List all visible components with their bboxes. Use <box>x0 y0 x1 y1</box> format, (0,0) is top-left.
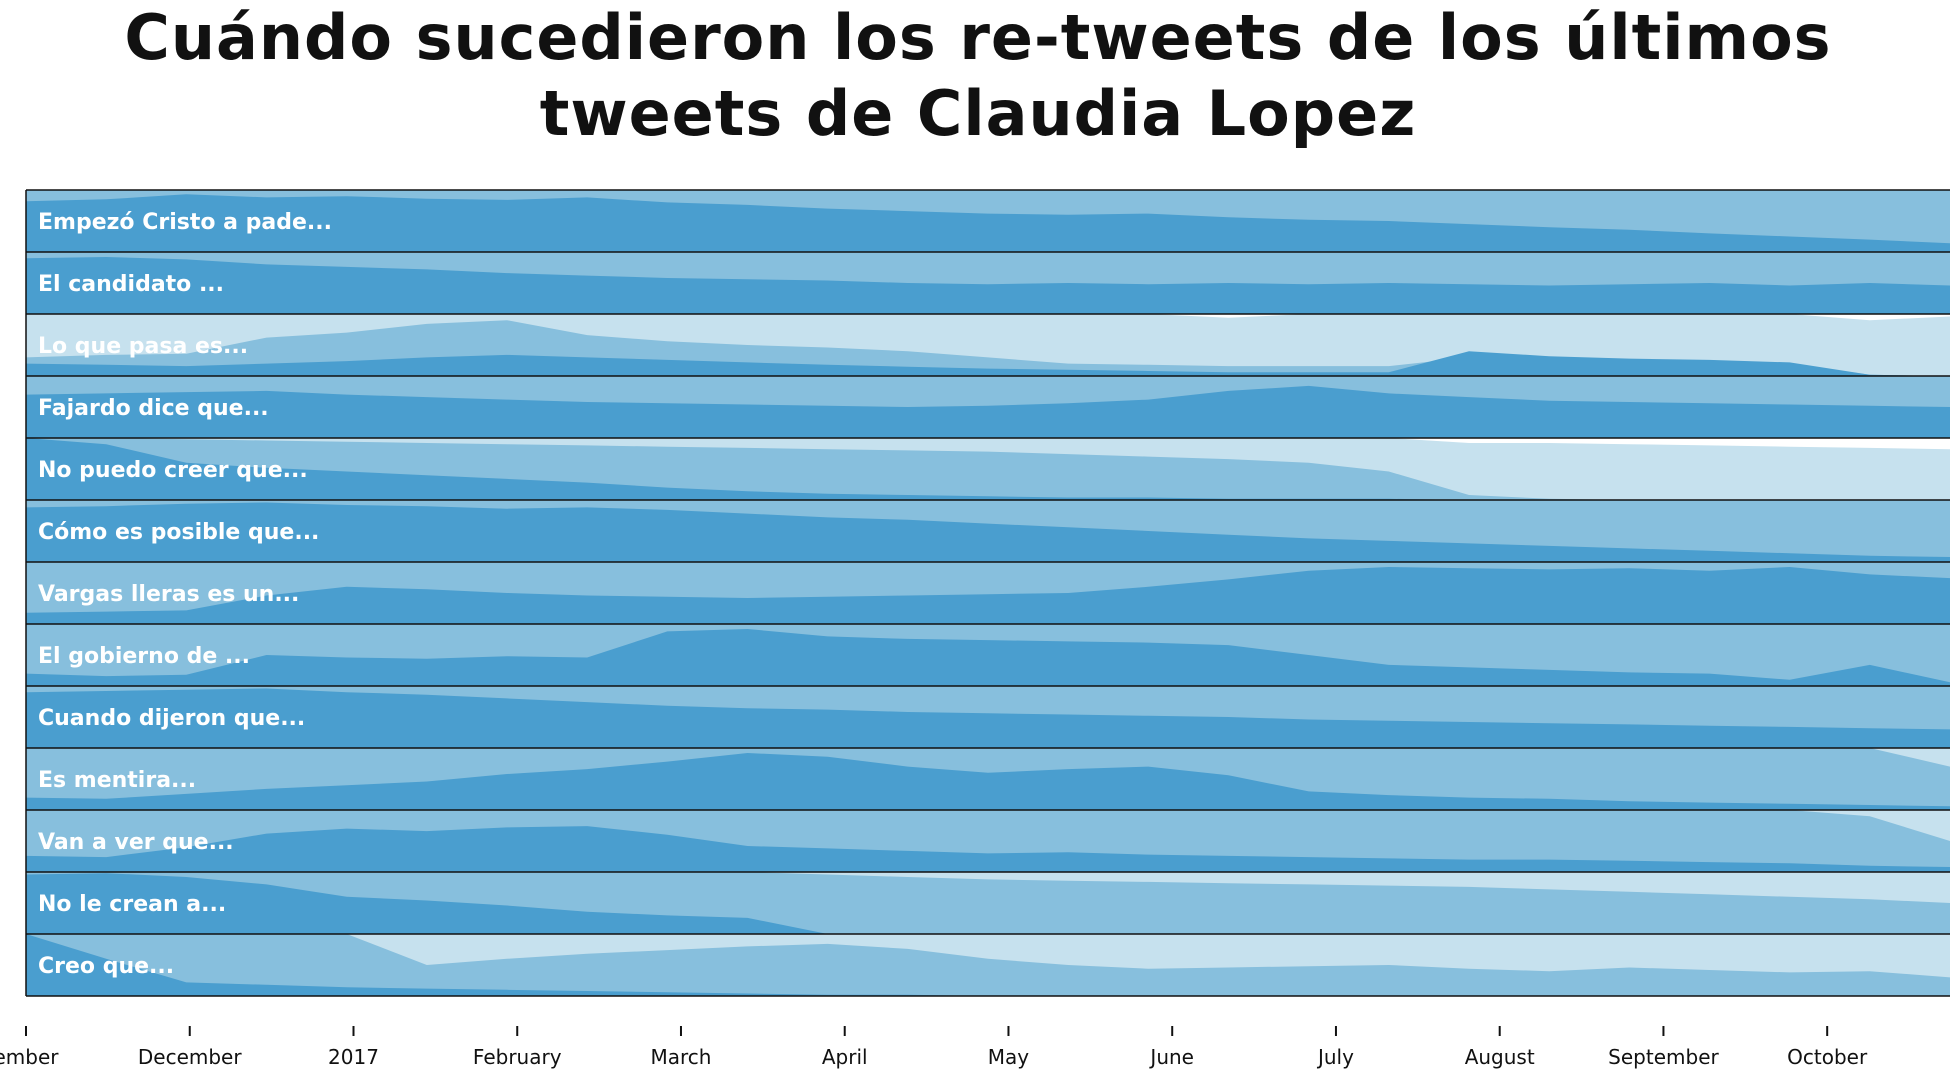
series-label: Creo que... <box>38 954 174 979</box>
series-area-dark <box>26 567 1950 624</box>
x-tick-label: June <box>1148 1045 1194 1069</box>
series-area-dark <box>26 257 1950 314</box>
x-tick-label: February <box>473 1045 562 1069</box>
series-label: Cómo es posible que... <box>38 520 319 545</box>
series-area-dark <box>26 934 1950 996</box>
chart-title: Cuándo sucedieron los re-tweets de los ú… <box>124 1 1832 150</box>
series-row: El gobierno de ... <box>26 623 1950 686</box>
series-area-dark <box>26 351 1950 376</box>
series-label: Fajardo dice que... <box>38 396 269 421</box>
series-label: Lo que pasa es... <box>38 334 248 359</box>
x-tick-label: December <box>138 1045 242 1069</box>
series-area-dark <box>26 385 1950 438</box>
x-tick-label: July <box>1316 1045 1354 1069</box>
series-row: No le crean a... <box>26 871 1950 934</box>
x-axis: ember December 2017 February March April May Ju… <box>0 1026 1868 1069</box>
series-label: Van a ver que... <box>38 830 234 855</box>
x-tick-label: 2017 <box>328 1045 379 1069</box>
series-area-dark <box>26 502 1950 562</box>
series-label: El candidato ... <box>38 272 224 297</box>
series-area-medium <box>26 934 1950 996</box>
series-label: Cuando dijeron que... <box>38 706 305 731</box>
x-tick-label: ember <box>0 1045 59 1069</box>
x-tick-label: May <box>988 1045 1030 1069</box>
series-label: Vargas lleras es un... <box>38 582 299 607</box>
series-row: Creo que... <box>26 933 1950 996</box>
series-row: El candidato ... <box>26 251 1950 314</box>
series-row: Lo que pasa es... <box>26 313 1950 376</box>
series-area-dark <box>26 438 1950 500</box>
series-label: Empezó Cristo a pade... <box>38 210 332 235</box>
x-tick-label: April <box>822 1045 868 1069</box>
rows-layer: Empezó Cristo a pade... El candidato ... L… <box>25 189 1950 997</box>
series-row: Van a ver que... <box>26 809 1950 872</box>
series-row: Cómo es posible que... <box>26 499 1950 562</box>
series-label: No puedo creer que... <box>38 458 308 483</box>
series-area-dark <box>26 688 1950 748</box>
series-row: Es mentira... <box>26 747 1950 810</box>
series-area-dark <box>26 826 1950 872</box>
series-row: Empezó Cristo a pade... <box>26 189 1950 252</box>
series-label: Es mentira... <box>38 768 196 793</box>
series-area-dark <box>26 629 1950 686</box>
x-tick-label: September <box>1608 1045 1719 1069</box>
series-row: Vargas lleras es un... <box>26 561 1950 624</box>
x-tick-label: March <box>650 1045 711 1069</box>
x-tick-label: August <box>1465 1045 1535 1069</box>
series-row: No puedo creer que... <box>26 437 1950 500</box>
series-area-dark <box>26 873 1950 934</box>
x-tick-label: October <box>1787 1045 1868 1069</box>
series-row: Cuando dijeron que... <box>26 685 1950 748</box>
series-label: No le crean a... <box>38 892 226 917</box>
series-area-dark <box>26 194 1950 252</box>
series-label: El gobierno de ... <box>38 644 250 669</box>
series-row: Fajardo dice que... <box>26 375 1950 438</box>
series-area-dark <box>26 753 1950 810</box>
